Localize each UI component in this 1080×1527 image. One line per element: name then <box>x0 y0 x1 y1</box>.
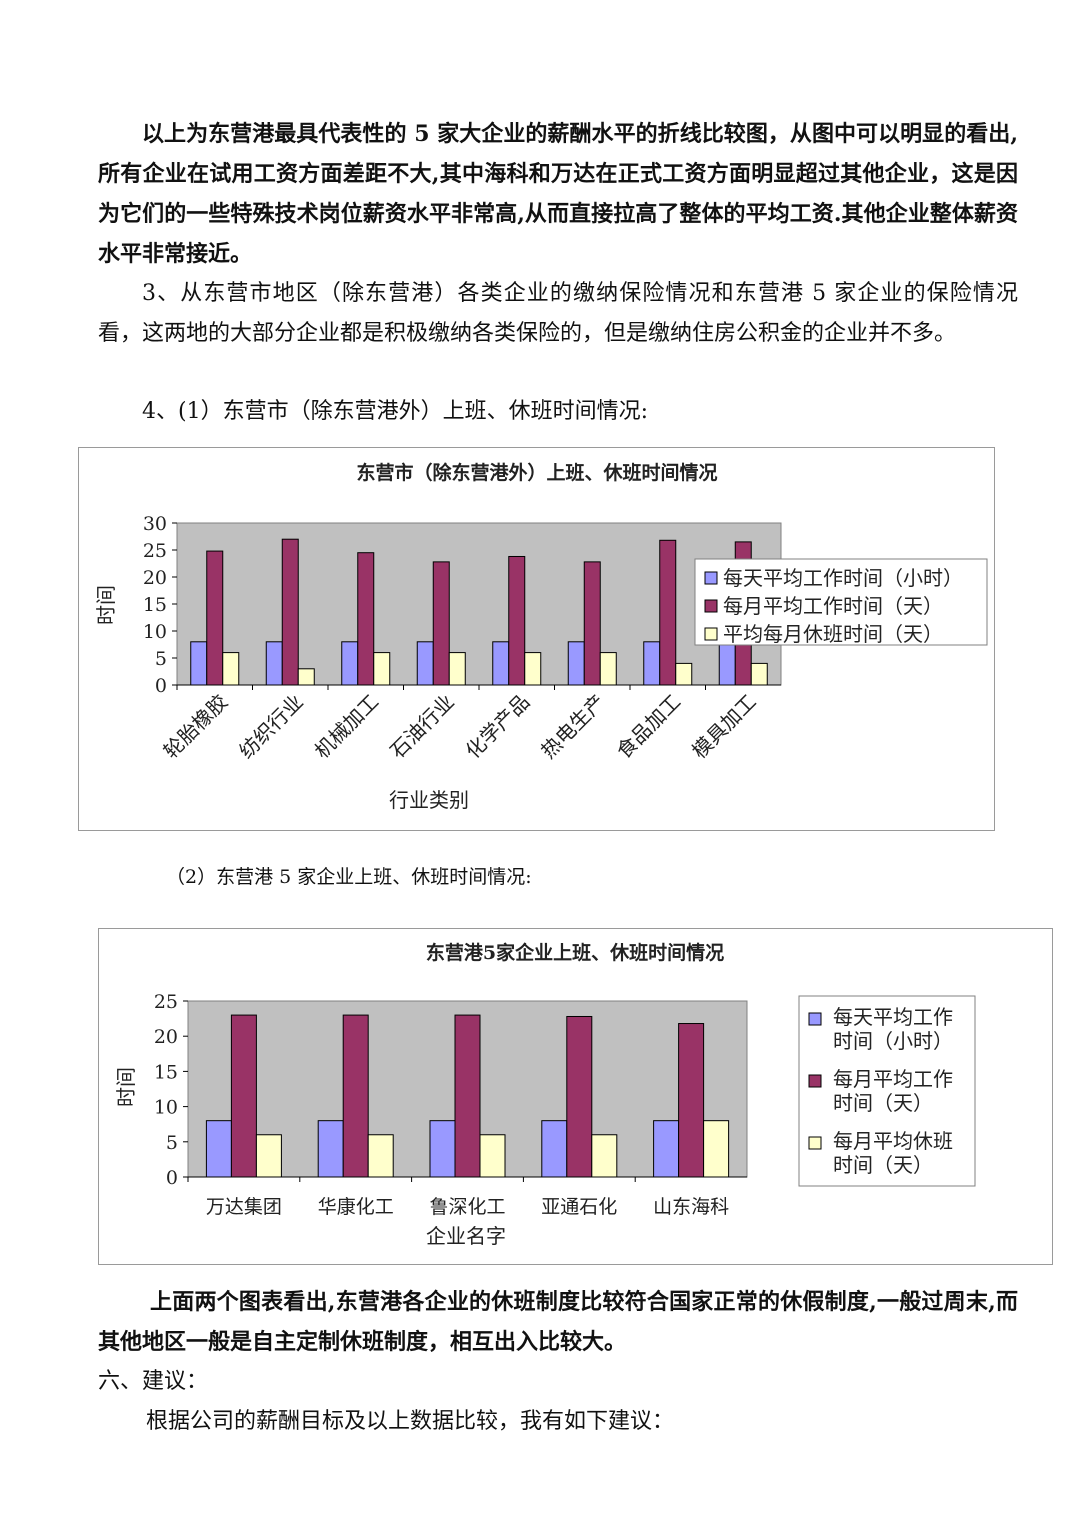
bar <box>230 1014 257 1178</box>
bar <box>342 1014 369 1178</box>
chart-title: 东营港5家企业上班、休班时间情况 <box>426 941 724 964</box>
bar <box>479 1134 506 1178</box>
bar <box>367 1134 394 1178</box>
x-tick-label: 纺织行业 <box>234 690 308 764</box>
bar <box>653 1120 680 1178</box>
bar <box>190 641 208 686</box>
heading-chart1-intro: 4、(1）东营市（除东营港外）上班、休班时间情况: <box>142 399 648 424</box>
y-axis-label: 时间 <box>114 1067 138 1107</box>
bar <box>317 1120 344 1178</box>
bar <box>206 550 224 686</box>
legend-swatch <box>808 1074 822 1088</box>
bar <box>750 662 768 686</box>
paragraph-insurance: 3、从东营市地区（除东营港）各类企业的缴纳保险情况和东营港 5 家企业的保险情况… <box>98 281 1018 346</box>
bar <box>297 668 315 686</box>
bar <box>599 652 617 686</box>
y-tick-label: 5 <box>155 648 167 670</box>
y-tick-label: 25 <box>154 991 178 1013</box>
chart1-frame: 东营市（除东营港外）上班、休班时间情况 0 5 10 15 20 25 30 时间轮胎橡胶 纺织行… <box>78 447 995 831</box>
bar <box>205 1120 232 1178</box>
x-tick-label: 山东海科 <box>653 1196 729 1218</box>
bar <box>678 1023 705 1178</box>
y-tick-label: 20 <box>143 567 167 589</box>
y-tick-label: 25 <box>143 540 167 562</box>
paragraph-salary-analysis: 以上为东营港最具代表性的 5 家大企业的薪酬水平的折线比较图，从图中可以明显的看… <box>98 121 1018 267</box>
y-axis-label: 时间 <box>94 585 118 625</box>
bar <box>448 652 466 686</box>
bar <box>416 641 434 686</box>
bar <box>429 1120 456 1178</box>
y-tick-label: 30 <box>143 513 167 535</box>
bar <box>492 641 510 686</box>
paragraph-suggestions-intro: 根据公司的薪酬目标及以上数据比较，我有如下建议： <box>146 1409 675 1434</box>
x-axis-label: 企业名字 <box>426 1224 506 1248</box>
legend-label: 时间（小时） <box>833 1029 953 1053</box>
chart-title: 东营市（除东营港外）上班、休班时间情况 <box>356 461 717 484</box>
legend-label: 每月平均工作时间（天） <box>723 594 943 618</box>
bar <box>373 652 391 686</box>
bar <box>508 555 526 686</box>
x-tick-label: 食品加工 <box>612 690 686 764</box>
legend-swatch <box>704 571 718 585</box>
bar <box>541 1120 568 1178</box>
bar <box>281 538 299 686</box>
x-tick-label: 万达集团 <box>206 1196 282 1218</box>
x-tick-label: 鲁深化工 <box>429 1196 505 1218</box>
x-tick-label: 华康化工 <box>318 1196 394 1218</box>
legend-label: 每月平均工作 <box>833 1067 953 1091</box>
bar <box>357 552 375 686</box>
bar <box>265 641 283 686</box>
legend-label: 时间（天） <box>833 1153 933 1177</box>
y-tick-label: 10 <box>154 1097 178 1119</box>
legend-swatch <box>808 1012 822 1026</box>
legend-swatch <box>704 599 718 613</box>
y-tick-label: 15 <box>154 1061 178 1083</box>
bar <box>659 539 677 686</box>
bar <box>524 652 542 686</box>
x-tick-label: 亚通石化 <box>541 1196 617 1218</box>
bar <box>454 1014 481 1178</box>
bar <box>566 1015 593 1178</box>
x-tick-label: 模具加工 <box>687 690 761 764</box>
bar <box>591 1134 618 1178</box>
legend-label: 每月平均休班 <box>833 1129 953 1153</box>
bar <box>583 561 601 686</box>
x-tick-label: 轮胎橡胶 <box>159 690 233 764</box>
legend-swatch <box>808 1136 822 1150</box>
y-tick-label: 10 <box>143 621 167 643</box>
legend-label: 每天平均工作时间（小时） <box>723 566 963 590</box>
section-heading-suggestions: 六、建议： <box>98 1369 209 1394</box>
x-axis-label: 行业类别 <box>389 788 469 812</box>
bar <box>718 641 736 686</box>
x-tick-label: 化学产品 <box>461 690 535 764</box>
paragraph-conclusion: 上面两个图表看出,东营港各企业的休班制度比较符合国家正常的休假制度,一般过周末,… <box>98 1289 1018 1355</box>
bar <box>222 652 240 686</box>
bar <box>643 641 661 686</box>
y-tick-label: 20 <box>154 1026 178 1048</box>
x-tick-label: 石油行业 <box>385 690 459 764</box>
y-tick-label: 0 <box>166 1167 178 1189</box>
legend-box <box>798 995 976 1187</box>
chart2-frame: 东营港5家企业上班、休班时间情况 0 5 10 15 20 25 时间万达集团 华康化工 鲁深化工… <box>98 928 1053 1265</box>
y-tick-label: 5 <box>166 1132 178 1154</box>
legend-swatch <box>704 627 718 641</box>
y-tick-label: 15 <box>143 594 167 616</box>
bar <box>703 1120 730 1178</box>
x-tick-label: 热电生产 <box>536 690 610 764</box>
bar <box>567 641 585 686</box>
legend-label: 平均每月休班时间（天） <box>723 622 943 646</box>
bar <box>255 1134 282 1178</box>
y-tick-label: 0 <box>155 675 167 697</box>
x-tick-label: 机械加工 <box>310 690 384 764</box>
heading-chart2-intro: （2）东营港 5 家企业上班、休班时间情况: <box>166 866 532 888</box>
bar <box>432 561 450 686</box>
legend-label: 每天平均工作 <box>833 1005 953 1029</box>
legend-box <box>694 558 988 646</box>
bar <box>341 641 359 686</box>
bar <box>675 662 693 686</box>
legend-label: 时间（天） <box>833 1091 933 1115</box>
